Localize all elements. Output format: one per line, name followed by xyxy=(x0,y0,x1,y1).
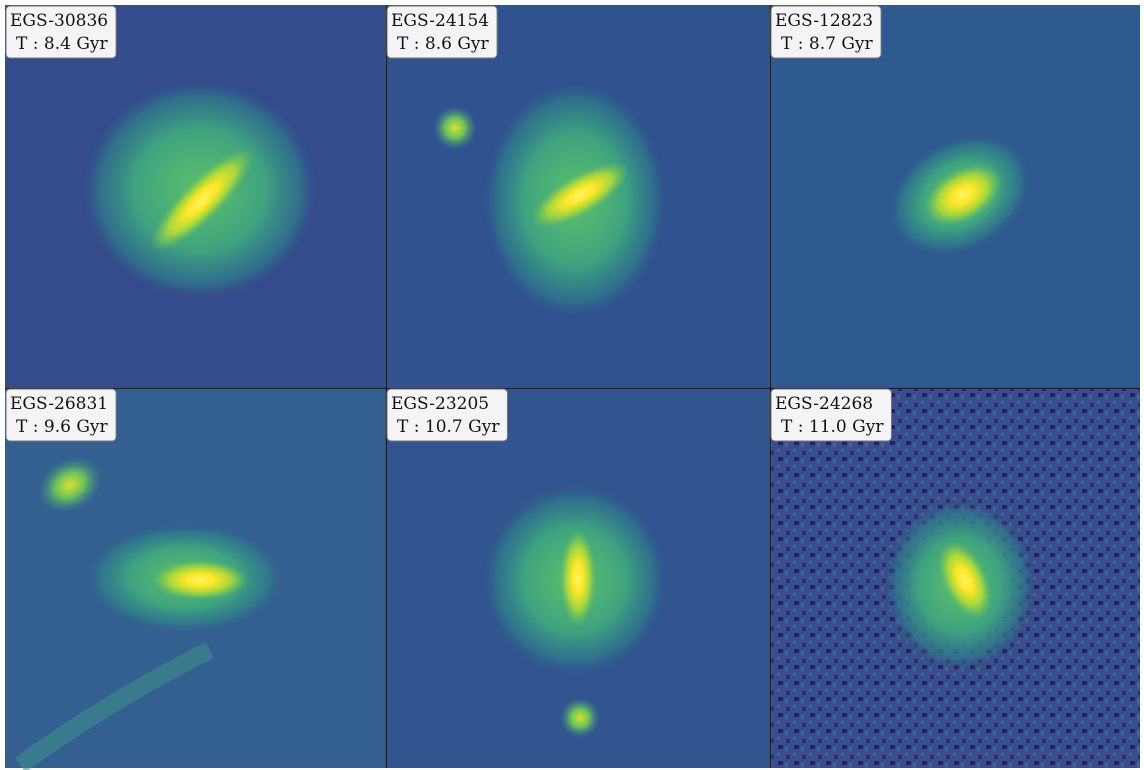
panel-age: T : 9.6 Gyr xyxy=(16,417,108,437)
panel-age: T : 11.0 Gyr xyxy=(781,417,884,437)
galaxy-core xyxy=(152,560,248,600)
galaxy-companion xyxy=(433,106,477,150)
panel-age: T : 8.7 Gyr xyxy=(781,34,873,54)
panel-id: EGS-30836 xyxy=(10,11,108,31)
page: EGS-30836 T : 8.4 Gyr EGS-24154 T : 8.6 Gyr… xyxy=(0,0,1144,770)
galaxy-core xyxy=(560,530,596,626)
panel-id: EGS-12823 xyxy=(775,11,873,31)
galaxy-companion xyxy=(560,698,600,738)
panel-age: T : 8.6 Gyr xyxy=(397,34,489,54)
panel-age: T : 10.7 Gyr xyxy=(397,417,500,437)
panel-id: EGS-23205 xyxy=(391,394,489,414)
panel-age: T : 8.4 Gyr xyxy=(16,34,108,54)
panel-id: EGS-26831 xyxy=(10,394,108,414)
panel-id: EGS-24268 xyxy=(775,394,873,414)
panel-id: EGS-24154 xyxy=(391,11,489,31)
figure: EGS-30836 T : 8.4 Gyr EGS-24154 T : 8.6 Gyr… xyxy=(0,0,1144,770)
